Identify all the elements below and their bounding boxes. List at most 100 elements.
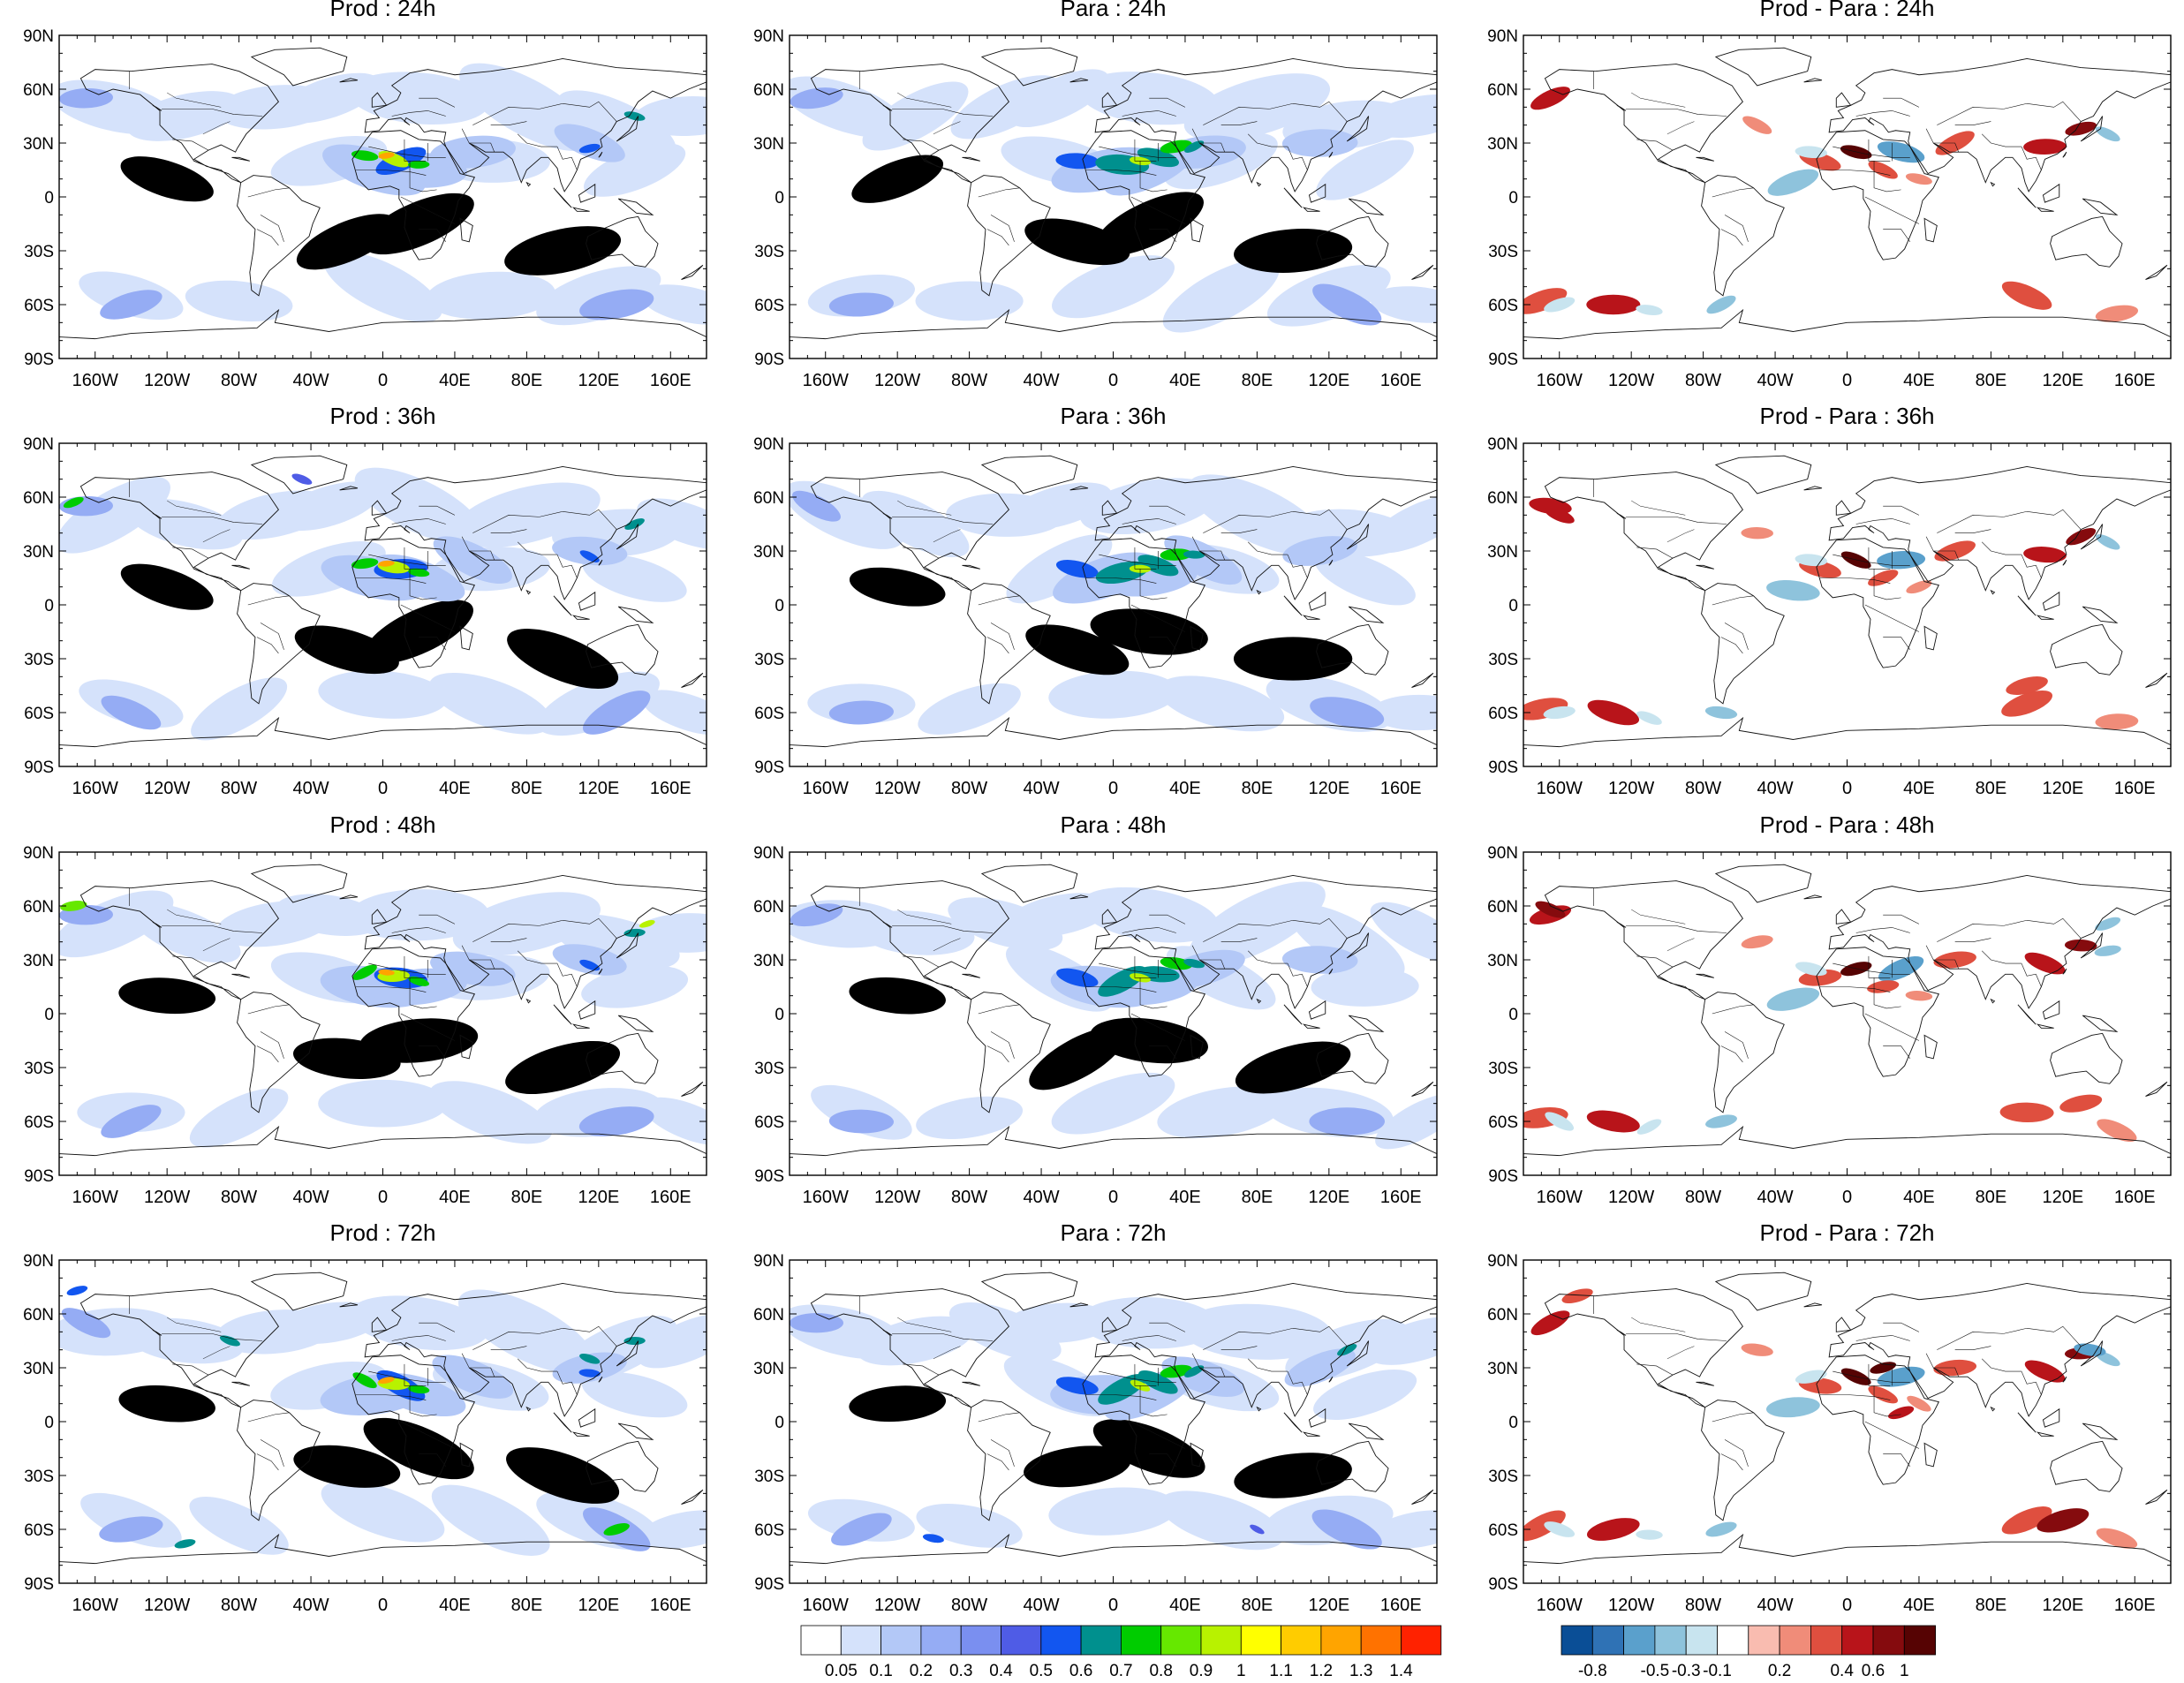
lat-tick-label: 90N <box>23 435 54 454</box>
lat-tick-label: 60N <box>23 81 54 100</box>
island-coastline <box>2082 1423 2119 1440</box>
country-border <box>903 955 940 968</box>
country-border <box>419 505 456 516</box>
colorbar-tick-label: 1.3 <box>1349 1662 1372 1680</box>
island-coastline <box>882 512 893 519</box>
island-coastline <box>2062 151 2067 158</box>
country-border <box>1981 541 2022 555</box>
coastline <box>967 583 1051 705</box>
island-coastline <box>1302 207 1320 212</box>
lake-outline <box>167 1317 222 1332</box>
island-coastline <box>152 1329 162 1336</box>
island-coastline <box>1835 909 1852 925</box>
field-contour-patch <box>1906 580 1932 594</box>
field-contour-patch <box>1024 1445 1131 1488</box>
colorbar-tick-label: 0.05 <box>825 1662 858 1680</box>
field-contour-patch <box>1184 1365 1205 1377</box>
island-coastline <box>525 589 532 595</box>
coastline <box>1828 874 2171 1009</box>
field-contour-patch <box>378 560 395 567</box>
lake-outline <box>202 1346 230 1360</box>
field-contour-patch <box>792 490 841 522</box>
country-border <box>1149 1322 1186 1332</box>
country-border <box>461 945 495 970</box>
country-border <box>1883 1453 1911 1468</box>
lon-tick-label: 160E <box>2114 779 2156 798</box>
country-border <box>1269 509 1348 530</box>
field-contour-patch <box>1311 967 1419 1007</box>
coastline-layer <box>59 864 707 1175</box>
field-contour-patch <box>101 695 162 730</box>
country-border <box>1099 554 1176 566</box>
country-border <box>461 128 495 153</box>
country-border <box>556 1370 578 1395</box>
island-coastline <box>578 591 596 611</box>
field-contour-patch <box>348 889 489 941</box>
island-coastline <box>1348 606 1385 623</box>
coastline <box>79 1288 279 1408</box>
country-border <box>368 1370 446 1383</box>
field-contour-patch <box>191 677 288 741</box>
country-border <box>1626 925 1727 933</box>
field-contour-patch <box>1055 560 1099 578</box>
field-contour-patch <box>831 1513 892 1546</box>
colorbar-swatch <box>1748 1625 1780 1656</box>
country-border <box>247 595 290 606</box>
island-coastline <box>1069 486 1089 491</box>
field-contour-patch <box>318 1079 448 1128</box>
lat-tick-label: 30N <box>753 1360 784 1378</box>
country-border <box>172 1363 209 1376</box>
field-contour-patch <box>1048 1487 1178 1536</box>
field-contour-patch <box>639 919 655 928</box>
field-contour-patch <box>1741 1343 1773 1356</box>
field-contour-patch <box>1544 1521 1576 1537</box>
coastline <box>250 455 348 494</box>
lon-tick-label: 80E <box>511 1596 543 1615</box>
lon-tick-label: 120E <box>2042 371 2083 390</box>
colorbar-tick-label: 0.9 <box>1190 1662 1213 1680</box>
country-border <box>1220 938 1258 942</box>
lat-tick-label: 30S <box>24 1468 54 1486</box>
field-contour-patch <box>1316 140 1414 200</box>
country-border <box>1720 1453 1743 1471</box>
lat-tick-label: 60N <box>753 81 784 100</box>
field-contour-patch <box>1052 255 1175 319</box>
colorbar-swatch <box>840 1625 881 1656</box>
country-border <box>368 962 446 975</box>
field-contour-patch <box>2023 139 2067 155</box>
country-border <box>409 161 437 192</box>
country-border <box>2003 1325 2082 1347</box>
lat-tick-label: 90S <box>1488 1167 1518 1186</box>
lat-tick-label: 90N <box>1487 844 1518 863</box>
country-border <box>986 229 1009 246</box>
coastline <box>810 472 1009 592</box>
country-border <box>391 110 446 117</box>
country-border <box>256 1453 279 1471</box>
island-coastline <box>1101 500 1118 516</box>
island-coastline <box>1190 1442 1204 1468</box>
lon-tick-label: 160E <box>2114 1188 2156 1207</box>
island-coastline <box>2017 1004 2037 1025</box>
country-border <box>990 1439 1015 1467</box>
island-coastline <box>231 156 250 162</box>
island-coastline <box>1308 1000 1326 1020</box>
island-coastline <box>371 1317 388 1332</box>
country-border <box>556 962 578 987</box>
field-contour-patch <box>189 1088 289 1148</box>
lon-tick-label: 80W <box>221 779 257 798</box>
country-border <box>1139 569 1168 600</box>
country-border <box>409 569 437 600</box>
country-border <box>1724 623 1749 650</box>
country-border <box>1720 1045 1743 1063</box>
island-coastline <box>1803 486 1823 491</box>
lon-tick-label: 160W <box>1537 1596 1583 1615</box>
panel-title: Para : 48h <box>1060 811 1167 838</box>
tick-marks <box>1523 442 2172 767</box>
lat-tick-label: 0 <box>775 1006 784 1024</box>
field-contour-patch <box>828 700 894 725</box>
country-border <box>1873 1385 1901 1417</box>
lat-tick-label: 60S <box>24 1521 54 1540</box>
lat-tick-label: 60N <box>23 1306 54 1325</box>
country-border <box>1981 950 2022 964</box>
country-border <box>162 517 263 525</box>
